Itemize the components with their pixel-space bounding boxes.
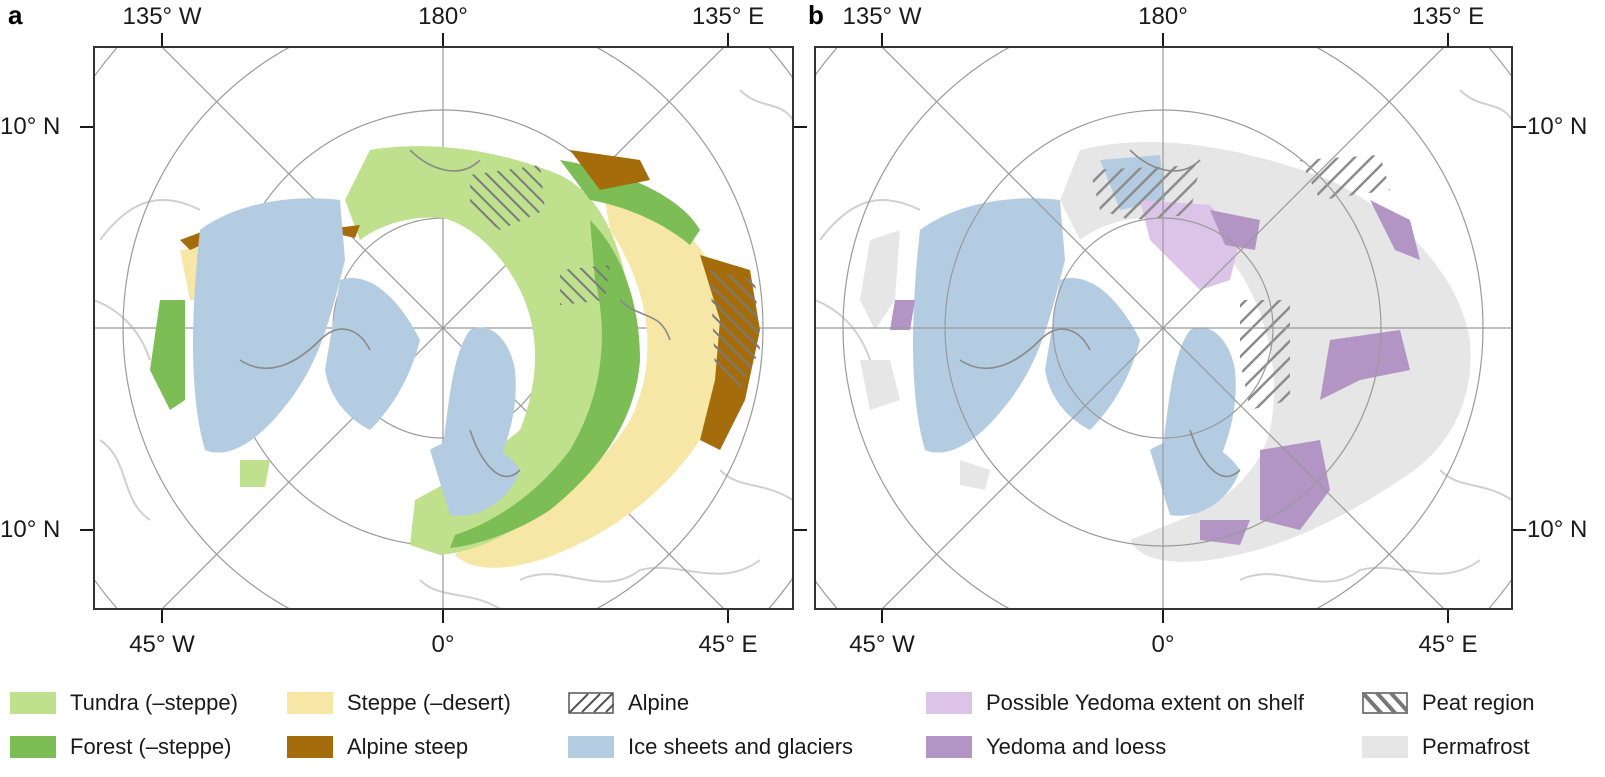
yedoma-shelf-region-b: [1140, 200, 1240, 290]
forest-region-a: [150, 160, 700, 548]
alpine-hatch-regions-a: [470, 165, 760, 390]
ticks-b: [881, 33, 1526, 623]
yedoma-loess-label: Yedoma and loess: [986, 734, 1167, 759]
bottom-label-45e: 45° E: [699, 631, 758, 658]
peat-label: Peat region: [1422, 690, 1535, 715]
legend-item-permafrost: Permafrost: [1362, 732, 1530, 762]
legend-item-peat: Peat region: [1362, 688, 1535, 718]
lat-label-upper-b: 10° N: [1527, 113, 1587, 140]
yedoma-loess-swatch: [926, 736, 972, 758]
top-label-135e-b: 135° E: [1412, 3, 1484, 30]
permafrost-label: Permafrost: [1422, 734, 1530, 759]
top-label-135w: 135° W: [123, 3, 202, 30]
tundra-label: Tundra (–steppe): [70, 690, 238, 715]
legend-item-tundra: Tundra (–steppe): [10, 688, 238, 718]
tundra-swatch: [10, 692, 56, 714]
top-label-135e: 135° E: [692, 3, 764, 30]
permafrost-swatch: [1362, 736, 1408, 758]
frame-a: [93, 46, 794, 610]
yedoma-loess-regions-b: [890, 200, 1420, 545]
panel-letter-a: a: [8, 0, 23, 30]
ice-label: Ice sheets and glaciers: [628, 734, 854, 759]
top-label-180-b: 180°: [1138, 3, 1188, 30]
ice-sheet-regions-a: [193, 198, 520, 516]
legend-item-forest: Forest (–steppe): [10, 732, 231, 762]
alpine-swatch: [568, 692, 614, 714]
forest-label: Forest (–steppe): [70, 734, 232, 759]
panel-letter-b: b: [808, 0, 824, 30]
outer-coastlines-a: [94, 89, 793, 609]
graticule-b: [815, 47, 1512, 609]
alpine-label: Alpine: [628, 690, 690, 715]
ticks-a: [80, 33, 807, 623]
peat-swatch: [1362, 692, 1408, 714]
steppe-swatch: [287, 692, 333, 714]
ice-swatch: [568, 736, 614, 758]
bottom-label-45w: 45° W: [129, 631, 195, 658]
lat-label-lower: 10° N: [0, 516, 60, 543]
legend-item-yedoma-loess: Yedoma and loess: [926, 732, 1166, 762]
coastlines-b: [959, 149, 1241, 478]
bottom-label-0-b: 0°: [1152, 631, 1175, 658]
alpine-steep-swatch: [287, 736, 333, 758]
bottom-label-45w-b: 45° W: [849, 631, 915, 658]
lat-label-lower-b: 10° N: [1527, 516, 1587, 543]
lat-label-upper: 10° N: [0, 113, 60, 140]
frame-b: [814, 46, 1513, 610]
yedoma-shelf-swatch: [926, 692, 972, 714]
yedoma-shelf-label: Possible Yedoma extent on shelf: [986, 690, 1305, 715]
forest-swatch: [10, 736, 56, 758]
legend-item-steppe: Steppe (–desert): [287, 688, 511, 718]
panel-b: b 135° W 180° 135° E 45° W 0° 45° E 10° …: [808, 0, 1587, 658]
coastlines-a: [239, 149, 671, 478]
top-label-180: 180°: [418, 3, 468, 30]
bottom-label-0: 0°: [432, 631, 455, 658]
legend-item-alpine: Alpine: [568, 688, 689, 718]
legend: Tundra (–steppe) Forest (–steppe) Steppe…: [0, 676, 1605, 777]
bottom-label-45e-b: 45° E: [1419, 631, 1478, 658]
outer-coastlines-b: [815, 89, 1512, 583]
top-label-135w-b: 135° W: [843, 3, 922, 30]
legend-item-alpine-steep: Alpine steep: [287, 732, 468, 762]
alpine-steep-label: Alpine steep: [347, 734, 469, 759]
map-figure: a 135° W 180° 135° E 45° W 0° 45° E 10° …: [0, 0, 1587, 658]
steppe-label: Steppe (–desert): [347, 690, 511, 715]
ice-sheet-regions-b: [913, 155, 1240, 516]
legend-item-ice: Ice sheets and glaciers: [568, 732, 853, 762]
panel-a: a 135° W 180° 135° E 45° W 0° 45° E 10° …: [0, 0, 807, 658]
legend-item-yedoma-shelf: Possible Yedoma extent on shelf: [926, 688, 1304, 718]
tundra-region-a: [240, 146, 633, 555]
